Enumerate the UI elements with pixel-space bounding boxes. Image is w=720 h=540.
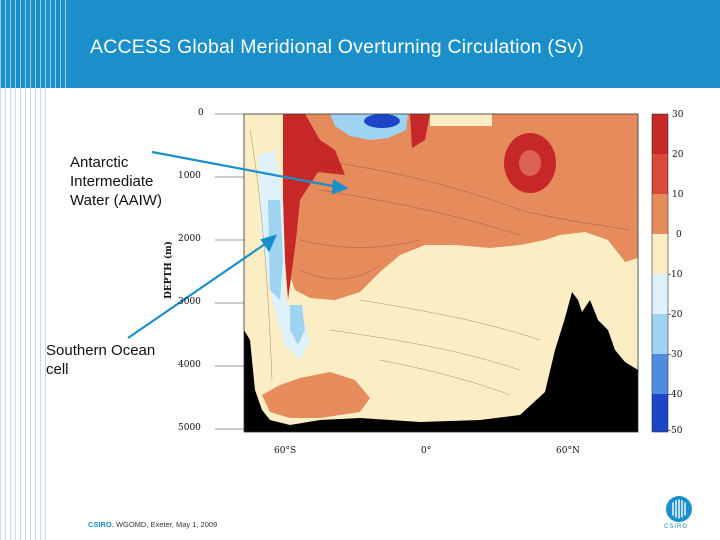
- y-axis-ticks: [215, 113, 244, 430]
- logo-text: CSIRO: [664, 524, 689, 530]
- title-bar: ACCESS Global Meridional Overturning Cir…: [0, 0, 720, 88]
- annotation-line: Intermediate: [70, 173, 154, 190]
- negative-cell: [268, 200, 283, 300]
- colorbar-label: 30: [672, 110, 684, 120]
- aaiw-annotation: Antarctic Intermediate Water (AAIW): [70, 153, 162, 210]
- footer: CSIRO. WGOMD, Exeter, May 1, 2009: [88, 520, 217, 529]
- x-tick-label: 0°: [421, 446, 432, 456]
- annotation-arrows: [127, 150, 349, 339]
- y-tick-label: 3000: [178, 297, 201, 307]
- colorbar-label: -30: [668, 350, 683, 360]
- strong-positive-cell: [410, 114, 430, 148]
- negative-cell: [290, 305, 305, 345]
- aaiw-arrow: [151, 150, 339, 189]
- y-tick-label: 5000: [178, 423, 201, 433]
- y-axis-title: DEPTH (m): [163, 241, 174, 299]
- positive-cell: [262, 372, 370, 418]
- colorbar-label: -10: [668, 270, 683, 280]
- colorbar-label: -40: [668, 390, 683, 400]
- annotation-line: Water (AAIW): [70, 192, 162, 209]
- aaiw-arrowhead: [331, 179, 349, 195]
- so-cell-arrow: [127, 241, 269, 339]
- y-tick-label: 0: [198, 108, 204, 118]
- x-tick-label: 60°S: [274, 446, 297, 456]
- colorbar-label: -20: [668, 310, 683, 320]
- colorbar: [651, 113, 669, 433]
- y-tick-label: 2000: [178, 234, 201, 244]
- header-stripes: [0, 0, 70, 88]
- x-tick-label: 60°N: [556, 446, 580, 456]
- strong-negative-cell: [364, 114, 400, 128]
- colorbar-label: 20: [672, 150, 684, 160]
- colorbar-label: -50: [668, 426, 683, 436]
- colorbar-label: 0: [676, 230, 682, 240]
- so-cell-arrowhead: [260, 234, 277, 253]
- y-tick-label: 1000: [178, 171, 201, 181]
- plot-frame: [243, 113, 639, 433]
- csiro-logo-icon: [666, 496, 692, 522]
- left-stripes: [0, 88, 46, 540]
- strong-positive-core: [519, 150, 541, 176]
- annotation-line: Southern Ocean: [46, 342, 156, 359]
- topography: [244, 292, 638, 432]
- colorbar-label: 10: [672, 190, 684, 200]
- strong-positive-cell: [283, 114, 345, 300]
- annotation-line: Antarctic: [70, 154, 129, 171]
- footer-brand: CSIRO.: [88, 520, 114, 529]
- annotation-line: cell: [46, 361, 69, 378]
- slide-title: ACCESS Global Meridional Overturning Cir…: [90, 36, 584, 58]
- footer-text: WGOMD, Exeter, May 1, 2009: [115, 520, 218, 529]
- neutral-zone: [430, 114, 492, 126]
- y-tick-label: 4000: [178, 360, 201, 370]
- southern-ocean-annotation: Southern Ocean cell: [46, 341, 155, 379]
